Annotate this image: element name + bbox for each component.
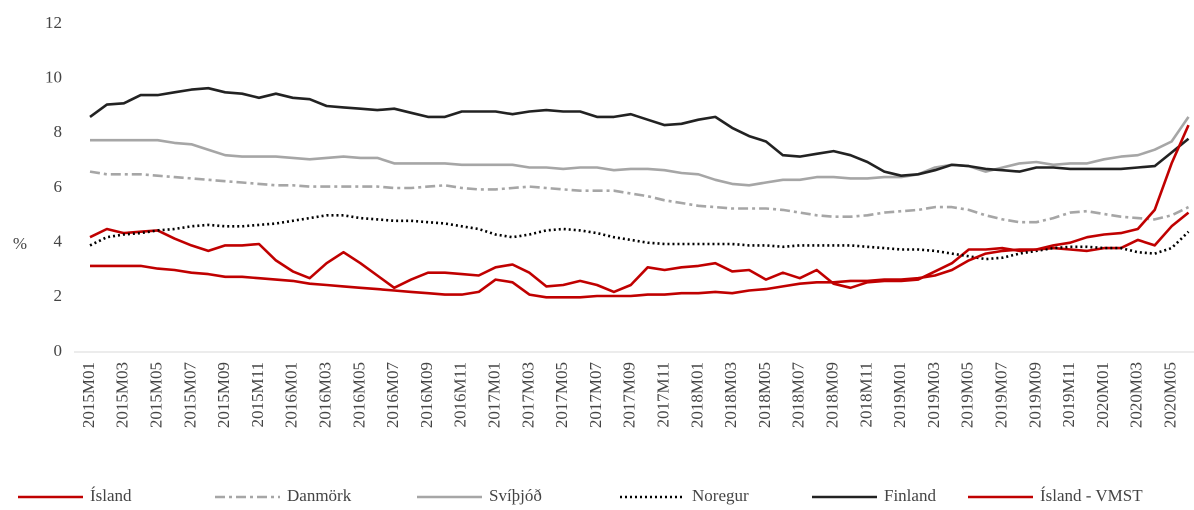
series-line	[90, 124, 1190, 299]
y-tick-label: 2	[54, 286, 63, 305]
series-line	[89, 214, 1190, 261]
x-tick-label: 2018M05	[755, 362, 774, 428]
x-tick-label: 2019M05	[958, 362, 977, 428]
x-tick-label: 2015M11	[248, 362, 267, 428]
x-tick-label: 2019M03	[924, 362, 943, 428]
legend-label: Svíþjóð	[489, 486, 542, 505]
x-tick-label: 2019M01	[890, 362, 909, 428]
y-axis-label: %	[13, 234, 27, 253]
x-tick-label: 2019M07	[992, 362, 1011, 429]
x-tick-label: 2017M03	[518, 362, 537, 428]
x-tick-label: 2016M03	[316, 362, 335, 428]
legend-label: Finland	[884, 486, 936, 505]
series-line	[89, 211, 1190, 294]
series-line	[90, 116, 1190, 187]
x-tick-label: 2017M07	[586, 362, 605, 429]
x-tick-label: 2016M11	[451, 362, 470, 428]
x-tick-label: 2015M03	[113, 362, 132, 428]
x-tick-label: 2019M11	[1059, 362, 1078, 428]
y-tick-label: 6	[54, 177, 63, 196]
x-tick-label: 2015M01	[79, 362, 98, 428]
series-line	[89, 170, 1190, 224]
x-tick-label: 2015M09	[214, 362, 233, 428]
x-tick-label: 2015M05	[147, 362, 166, 428]
x-tick-label: 2018M11	[856, 362, 875, 428]
legend-label: Danmörk	[287, 486, 352, 505]
x-tick-label: 2017M05	[552, 362, 571, 428]
x-tick-label: 2017M09	[620, 362, 639, 428]
x-tick-label: 2020M03	[1127, 362, 1146, 428]
x-tick-label: 2016M09	[417, 362, 436, 428]
x-tick-label: 2016M07	[383, 362, 402, 429]
legend-label: Ísland	[90, 486, 132, 505]
series-line	[89, 86, 1190, 177]
x-tick-label: 2018M09	[823, 362, 842, 428]
x-tick-label: 2018M07	[789, 362, 808, 429]
x-tick-label: 2016M05	[349, 362, 368, 428]
x-tick-label: 2017M01	[485, 362, 504, 428]
x-tick-label: 2015M07	[180, 362, 199, 429]
legend-label: Ísland - VMST	[1040, 486, 1143, 505]
y-tick-label: 12	[45, 13, 62, 32]
y-tick-label: 10	[45, 68, 62, 87]
legend-label: Noregur	[692, 486, 749, 505]
x-tick-label: 2020M01	[1093, 362, 1112, 428]
y-tick-label: 0	[54, 341, 63, 360]
y-tick-label: 4	[54, 232, 63, 251]
x-tick-label: 2016M01	[282, 362, 301, 428]
x-tick-label: 2018M03	[721, 362, 740, 428]
x-tick-label: 2020M05	[1161, 362, 1180, 428]
x-tick-label: 2018M01	[687, 362, 706, 428]
x-tick-label: 2019M09	[1025, 362, 1044, 428]
y-tick-label: 8	[54, 122, 63, 141]
x-tick-label: 2017M11	[654, 362, 673, 428]
